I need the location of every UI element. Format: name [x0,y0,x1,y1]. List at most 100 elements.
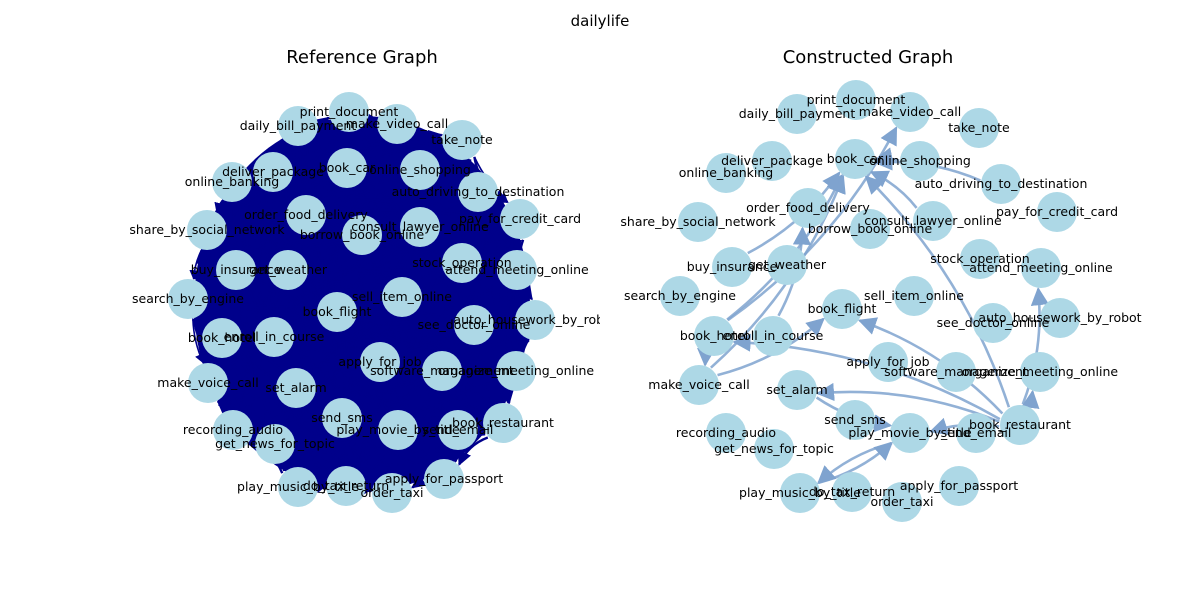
constructed-node-label-play_music_by_title: play_music_by_title [739,485,861,500]
reference-node-label-play_movie_by_title: play_movie_by_title [336,422,460,437]
reference-edge [381,224,400,234]
constructed-node-consult_lawyer_online [913,201,953,241]
constructed-node-label-play_movie_by_title: play_movie_by_title [848,425,972,440]
reference-node-label-online_shopping: online_shopping [369,162,471,177]
constructed-node-book_car [835,139,875,179]
reference-edge [459,160,476,305]
reference-node-do_tax_return [326,466,366,506]
reference-graph-panel: Reference Graph print_documentmake_video… [129,47,600,513]
reference-edge [493,316,515,326]
reference-edge [367,113,378,124]
reference-node-label-play_music_by_title: play_music_by_title [237,479,359,494]
constructed-node-enroll_in_course [753,316,793,356]
constructed-node-buy_insurance [712,247,752,287]
reference-node-label-online_banking: online_banking [185,174,279,189]
constructed-node-label-get_weather: get_weather [748,257,827,272]
reference-node-order_taxi [372,473,412,513]
reference-node-label-recording_audio: recording_audio [183,422,283,437]
constructed-node-label-book_hotel: book_hotel [680,328,748,343]
reference-edge [324,176,401,208]
reference-node-get_news_for_topic [255,424,295,464]
reference-edge [418,426,438,437]
constructed-node-apply_for_passport [939,466,979,506]
reference-edge [356,236,510,470]
reference-node-label-book_restaurant: book_restaurant [452,415,554,430]
reference-node-attend_meeting_online [497,250,537,290]
reference-edge [315,367,360,383]
reference-node-label-get_weather: get_weather [249,262,328,277]
reference-node-label-organize_meeting_online: organize_meeting_online [438,363,595,378]
reference-node-apply_for_job [360,342,400,382]
constructed-node-get_weather [767,245,807,285]
constructed-node-set_alarm [777,370,817,410]
constructed-node-software_management [936,352,976,392]
constructed-node-send_sms [835,400,875,440]
reference-node-book_restaurant [483,403,523,443]
reference-node-label-do_tax_return: do_tax_return [303,478,389,493]
reference-edge [307,275,455,324]
constructed-node-label-sell_item_online: sell_item_online [864,288,964,303]
reference-node-label-book_flight: book_flight [303,304,372,319]
reference-edge [457,436,489,466]
reference-node-deliver_package [253,152,293,192]
constructed-node-book_restaurant [1000,405,1040,445]
reference-node-software_management [422,351,462,391]
constructed-node-label-do_tax_return: do_tax_return [809,484,895,499]
constructed-node-label-send_sms: send_sms [824,412,886,427]
constructed-node-organize_meeting_online [1020,352,1060,392]
reference-edge [353,323,487,413]
reference-node-online_banking [212,162,252,202]
constructed-node-play_movie_by_title [890,413,930,453]
reference-node-get_weather [268,250,308,290]
reference-node-label-enroll_in_course: enroll_in_course [224,329,325,344]
reference-node-label-sell_item_online: sell_item_online [352,289,452,304]
reference-edge [362,485,373,495]
reference-edge [362,420,379,431]
reference-node-make_voice_call [188,363,228,403]
reference-edge [382,238,498,270]
reference-nodes [168,92,555,513]
reference-edge [366,144,442,164]
reference-node-buy_insurance [216,250,256,290]
constructed-node-get_news_for_topic [754,429,794,469]
constructed-node-label-make_voice_call: make_voice_call [648,377,749,392]
constructed-edge-book_restaurant-to-book_car [864,175,1011,408]
constructed-node-attend_meeting_online [1021,248,1061,288]
reference-node-stock_operation [442,243,482,283]
constructed-node-make_video_call [890,92,930,132]
reference-node-label-share_by_social_network: share_by_social_network [129,222,285,237]
constructed-node-label-book_flight: book_flight [808,301,877,316]
reference-node-apply_for_passport [424,459,464,499]
reference-node-book_flight [317,292,357,332]
constructed-graph-panel: Constructed Graph print_documentmake_vid… [620,47,1142,522]
reference-edge [283,146,298,251]
constructed-node-label-book_car: book_car [827,151,884,166]
constructed-node-label-organize_meeting_online: organize_meeting_online [962,364,1119,379]
reference-node-label-set_alarm: set_alarm [265,380,326,395]
reference-edge [245,431,257,441]
constructed-node-label-consult_lawyer_online: consult_lawyer_online [864,213,1002,228]
reference-edge [294,341,361,362]
reference-node-label-send_email: send_email [423,422,494,437]
constructed-node-share_by_social_network [678,202,718,242]
constructed-node-label-attend_meeting_online: attend_meeting_online [969,260,1113,275]
reference-edge [360,379,424,410]
constructed-node-deliver_package [752,141,792,181]
reference-node-play_music_by_title [278,467,318,507]
constructed-node-label-book_restaurant: book_restaurant [969,417,1071,432]
reference-node-consult_lawyer_online [400,207,440,247]
reference-node-label-deliver_package: deliver_package [222,164,324,179]
constructed-node-auto_driving_to_destination [981,164,1021,204]
constructed-node-label-stock_operation: stock_operation [930,251,1029,266]
reference-node-label-book_car: book_car [319,160,376,175]
reference-edge [238,355,267,412]
reference-node-label-software_management: software_management [370,363,514,378]
reference-edge [290,349,383,419]
constructed-node-label-apply_for_job: apply_for_job [846,354,929,369]
constructed-node-label-order_taxi: order_taxi [870,494,933,509]
constructed-node-label-recording_audio: recording_audio [676,425,776,440]
constructed-edge-play_music_by_title-to-play_movie_by_title [818,441,893,485]
reference-edge [189,249,203,280]
constructed-node-apply_for_job [868,342,908,382]
